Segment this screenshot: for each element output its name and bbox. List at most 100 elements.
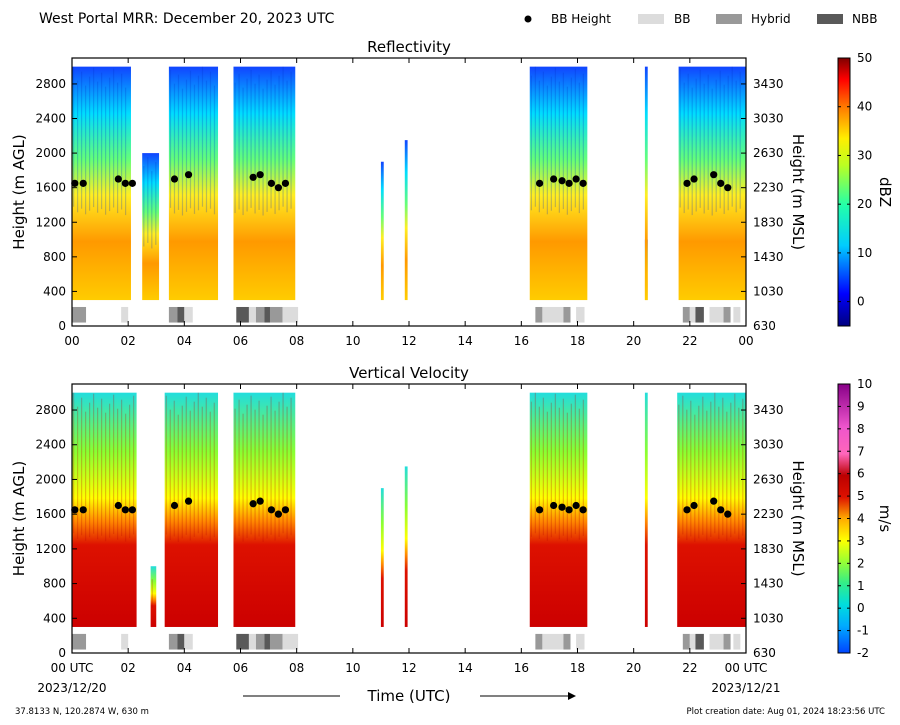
echo-streak — [282, 66, 284, 207]
echo-streak — [686, 409, 688, 541]
y-tick-label: 1600 — [35, 507, 66, 521]
bb-height-point — [572, 175, 580, 183]
echo-streak — [81, 397, 83, 536]
bb-height-point — [683, 179, 691, 187]
x-tick-label: 00 — [738, 334, 753, 348]
echo-streak — [538, 406, 540, 539]
echo-column — [380, 161, 384, 301]
band-type-segment-hybrid — [682, 633, 690, 650]
band-type-segment-nbb — [264, 306, 270, 323]
y2-tick-label: 1030 — [753, 284, 784, 298]
band-type-segment-bb — [184, 633, 193, 650]
band-type-segment-bb — [184, 306, 193, 323]
y2-tick-label: 2630 — [753, 472, 784, 486]
bb-height-point — [184, 171, 193, 179]
x-tick-label: 08 — [289, 334, 304, 348]
bb-height-point — [79, 179, 87, 187]
bb-height-point — [683, 506, 691, 514]
bb-height-point — [558, 503, 566, 511]
echo-streak — [117, 408, 119, 540]
band-type-segment-hybrid — [682, 306, 690, 323]
x-axis-label: Time (UTC) — [367, 687, 451, 705]
band-type-segment-bb — [709, 633, 724, 650]
bb-height-point — [249, 500, 257, 508]
colorbar-tick-label: 10 — [857, 246, 872, 260]
bb-height-points — [71, 497, 732, 518]
echo-streak — [570, 403, 572, 538]
y-tick-label: 2800 — [35, 403, 66, 417]
echo-streak — [254, 83, 256, 214]
echo-streak — [274, 410, 276, 541]
bb-height-point — [79, 506, 87, 514]
y-tick-label: 800 — [43, 250, 66, 264]
band-type-segment-bb — [733, 306, 741, 323]
band-type-segment-nbb — [177, 633, 185, 650]
echo-streak — [143, 166, 145, 247]
echo-streak — [93, 67, 95, 208]
bb-height-point — [558, 177, 566, 185]
echo-streak — [109, 403, 111, 538]
echo-streak — [707, 74, 709, 210]
x-tick-label: 00 UTC — [51, 661, 94, 675]
colorbar-tick-label: 2 — [857, 556, 865, 570]
echo-streak — [695, 78, 697, 212]
band-type-segment-bb — [689, 306, 696, 323]
echo-streak — [262, 88, 264, 216]
y2-tick-label: 3030 — [753, 438, 784, 452]
echo-streak — [117, 82, 119, 214]
echo-column — [644, 392, 648, 627]
y2-tick-label: 2230 — [753, 181, 784, 195]
band-type-segment-bb — [121, 306, 129, 323]
colorbar-tick-label: 1 — [857, 579, 865, 593]
echo-streak — [723, 84, 725, 214]
echo-column — [164, 392, 219, 627]
echo-streak — [703, 83, 705, 214]
x-tick-label: 14 — [458, 334, 473, 348]
echo-column — [142, 153, 160, 301]
echo-streak — [550, 402, 552, 538]
band-type-segment-bb — [248, 633, 256, 650]
echo-streak — [181, 405, 183, 539]
echo-streak — [731, 66, 733, 207]
echo-streak — [213, 85, 216, 215]
echo-streak — [554, 67, 556, 208]
band-type-segment-nbb — [236, 633, 249, 650]
band-type-segment-bb — [282, 306, 299, 323]
band-type-segment-bb — [709, 306, 724, 323]
echo-streak — [570, 77, 572, 212]
band-type-segment-hybrid — [723, 306, 731, 323]
echo-streak — [546, 411, 548, 541]
echo-streak — [205, 80, 208, 213]
bb-height-point — [267, 506, 275, 514]
echo-streak — [262, 414, 264, 543]
echo-streak — [270, 396, 272, 535]
echo-streak — [121, 399, 123, 537]
echo-streak — [201, 406, 203, 539]
x-tick-label: 02 — [121, 661, 136, 675]
time-arrow-head — [568, 692, 576, 700]
echo-streak — [699, 69, 701, 208]
band-type-segment-hybrid — [255, 306, 265, 323]
echo-streak — [181, 88, 184, 216]
band-type-segment-hybrid — [72, 633, 87, 650]
echo-streak — [133, 395, 135, 535]
bb-height-point — [71, 506, 79, 514]
band-type-segment-hybrid — [255, 633, 265, 650]
legend-label-bb: BB — [674, 12, 690, 26]
colorbar-tick-label: 6 — [857, 467, 865, 481]
echo-streak — [278, 75, 280, 211]
bb-height-point — [71, 179, 79, 187]
colorbar-tick-label: 20 — [857, 197, 872, 211]
colorbar-tick-label: 7 — [857, 444, 865, 458]
echo-streak — [165, 395, 167, 535]
bb-height-point — [710, 171, 718, 179]
echo-streak — [706, 410, 708, 541]
y-axis-label: Height (m AGL) — [10, 134, 28, 249]
echo-streak — [258, 74, 260, 210]
echo-streak — [258, 400, 260, 537]
legend-label-hybrid: Hybrid — [751, 12, 791, 26]
colorbar-tick-label: 8 — [857, 422, 865, 436]
bb-height-point — [184, 497, 193, 505]
